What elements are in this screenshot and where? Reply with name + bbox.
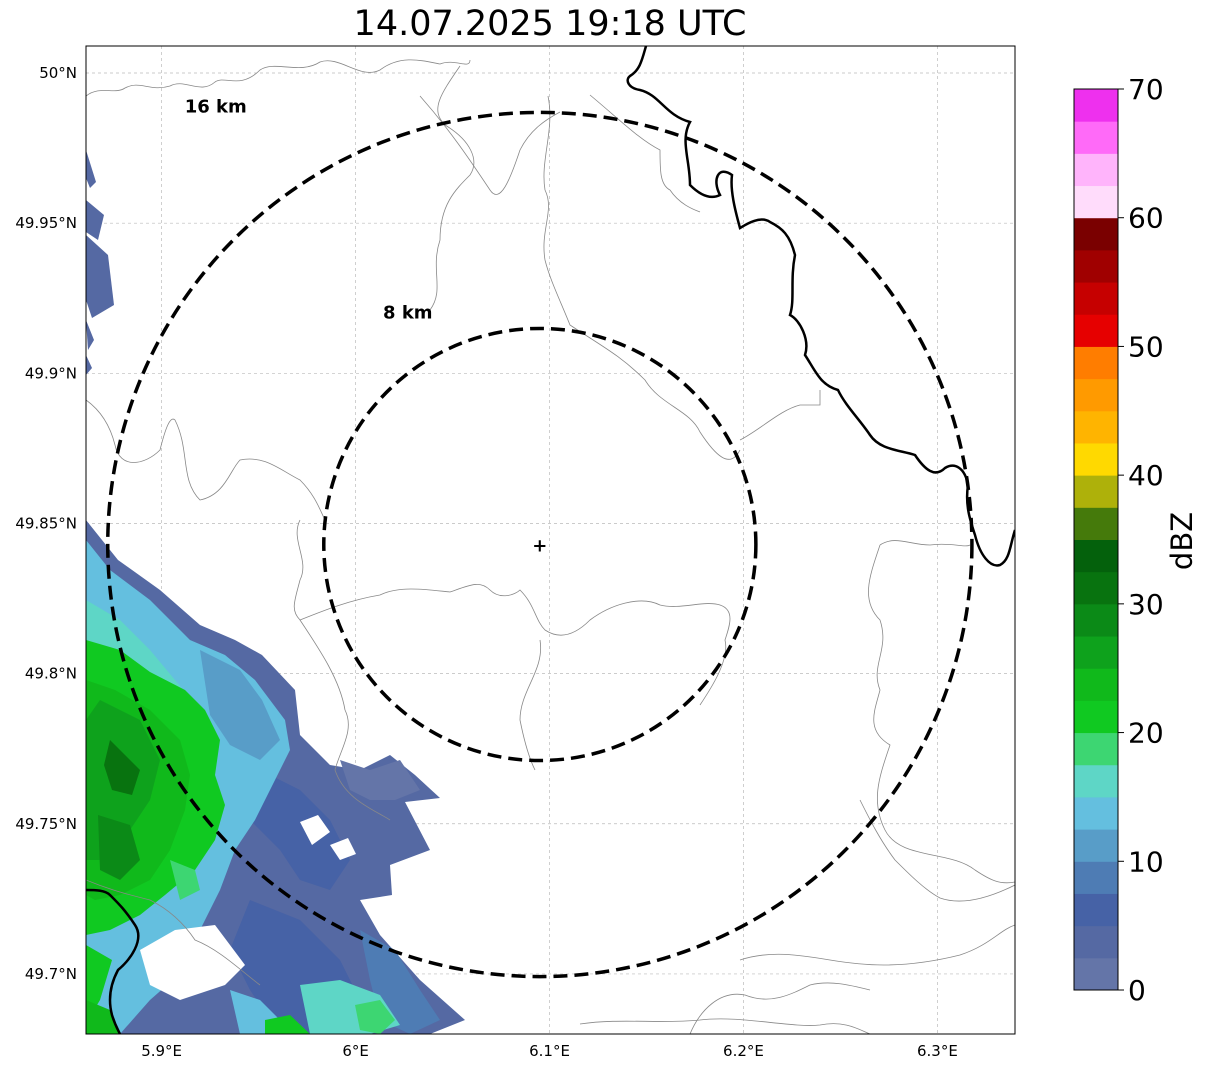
colorbar-segment (1074, 121, 1118, 154)
range-ring (322, 326, 758, 763)
lat-tick-label: 49.75°N (15, 815, 77, 833)
lon-tick-label: 5.9°E (141, 1042, 182, 1060)
colorbar-segment (1074, 539, 1118, 573)
longitude-tick-labels: 5.9°E 6°E 6.1°E 6.2°E 6.3°E (141, 1042, 958, 1060)
colorbar-segment (1074, 893, 1118, 927)
colorbar-tick-label: 0 (1128, 974, 1146, 1007)
lat-tick-label: 49.9°N (25, 364, 77, 382)
latitude-tick-labels: 50°N 49.95°N 49.9°N 49.85°N 49.8°N 49.75°N 49.… (15, 64, 77, 983)
colorbar-segment (1074, 410, 1118, 444)
colorbar-tick-label: 20 (1128, 717, 1164, 750)
lat-tick-label: 49.85°N (15, 514, 77, 532)
colorbar-frame (1073, 88, 1119, 991)
lat-tick-label: 50°N (39, 64, 77, 82)
colorbar-segment (1074, 346, 1118, 380)
colorbar-segment (1074, 282, 1118, 315)
plot-frame (85, 45, 1016, 1035)
colorbar-segment (1074, 861, 1118, 894)
colorbar-segment (1074, 89, 1118, 122)
colorbar-segment (1074, 603, 1118, 637)
range-ring-label: 8 km (383, 302, 433, 323)
colorbar-tick-label: 70 (1128, 73, 1164, 106)
range-ring (105, 110, 974, 979)
colorbar-tick-label: 10 (1128, 845, 1164, 878)
range-ring-label: 16 km (185, 96, 247, 117)
colorbar-segment (1074, 796, 1118, 830)
lat-tick-label: 49.95°N (15, 214, 77, 232)
colorbar-segment (1074, 249, 1118, 283)
colorbar-label: dBZ (1165, 512, 1199, 570)
colorbar-segment (1074, 507, 1118, 540)
colorbar-tick-label: 40 (1128, 459, 1164, 492)
colorbar-segment (1074, 185, 1118, 219)
map-title: 14.07.2025 19:18 UTC (353, 4, 747, 44)
colorbar-tick-label: 60 (1128, 202, 1164, 235)
colorbar-segment (1074, 925, 1118, 959)
colorbar-segment (1074, 217, 1118, 251)
range-rings: 8 km 16 km + (105, 96, 974, 979)
colorbar-tick-label: 50 (1128, 330, 1164, 363)
colorbar: 0 10 20 30 40 50 60 70 (1073, 73, 1164, 1007)
colorbar-segment (1074, 314, 1118, 347)
precipitation-field (86, 150, 465, 1034)
administrative-boundaries (86, 59, 1015, 1034)
lat-tick-label: 49.7°N (25, 965, 77, 983)
lat-tick-label: 49.8°N (25, 665, 77, 683)
colorbar-tick-label: 30 (1128, 588, 1164, 621)
lon-tick-label: 6.3°E (917, 1042, 958, 1060)
colorbar-segment (1074, 764, 1118, 798)
colorbar-segment (1074, 957, 1118, 991)
colorbar-segment (1074, 475, 1118, 508)
lon-tick-label: 6.1°E (529, 1042, 570, 1060)
colorbar-segment (1074, 378, 1118, 412)
colorbar-segment (1074, 829, 1118, 862)
colorbar-segment (1074, 571, 1118, 605)
colorbar-segment (1074, 153, 1118, 187)
colorbar-segment (1074, 732, 1118, 766)
lon-tick-label: 6.2°E (723, 1042, 764, 1060)
colorbar-segment (1074, 700, 1118, 734)
gridlines (86, 46, 1015, 1034)
lon-tick-label: 6°E (342, 1042, 369, 1060)
colorbar-segment (1074, 668, 1118, 701)
colorbar-segment (1074, 636, 1118, 669)
colorbar-segment (1074, 442, 1118, 476)
radar-site-marker: + (532, 536, 547, 557)
